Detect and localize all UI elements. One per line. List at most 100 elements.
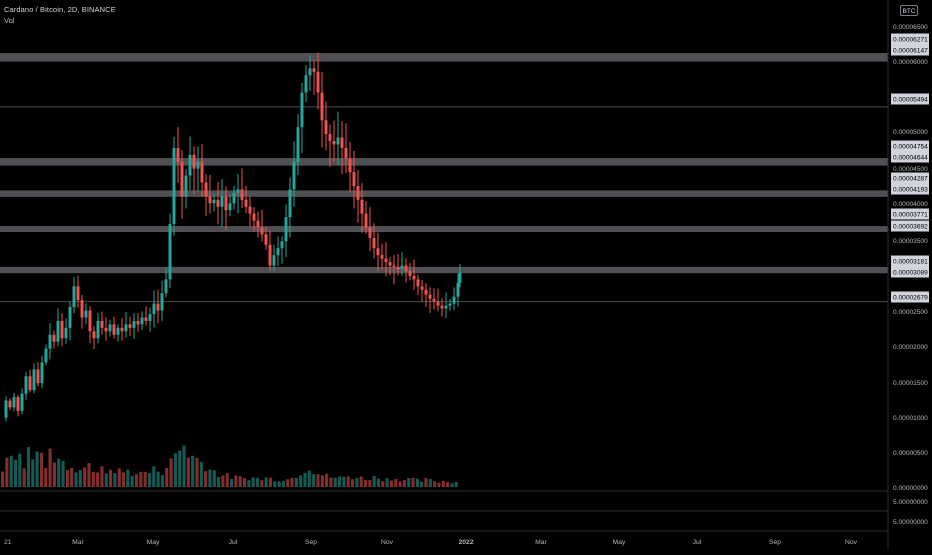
candle-body — [428, 294, 432, 299]
time-axis-label: May — [613, 539, 626, 546]
time-axis-label: 2022 — [458, 539, 473, 546]
volume-bar — [372, 475, 376, 487]
volume-bar — [363, 480, 368, 487]
candle-body — [140, 317, 144, 325]
volume-bar — [433, 481, 437, 487]
candle-body — [328, 134, 332, 141]
volume-bar — [342, 476, 346, 487]
candle-body — [228, 203, 232, 211]
volume-bar — [277, 481, 281, 487]
volume-bar — [147, 473, 152, 487]
volume-bar — [217, 477, 221, 487]
candle-body — [276, 248, 280, 256]
volume-bar — [91, 471, 95, 487]
candle-body — [8, 400, 12, 408]
volume-bar — [420, 481, 424, 487]
volume-bar — [394, 478, 398, 487]
volume-bar — [247, 480, 251, 487]
volume-bar — [307, 470, 311, 487]
time-axis-label: Jul — [229, 539, 238, 546]
candle-body — [416, 279, 420, 287]
candles — [4, 52, 462, 422]
candle-body — [458, 272, 462, 283]
level-label-bg — [891, 44, 929, 56]
candle-body — [208, 196, 212, 204]
time-axis-label: May — [147, 539, 160, 546]
volume-bar — [48, 448, 52, 487]
candle-body — [436, 301, 440, 306]
volume-bar — [121, 472, 126, 487]
candle-body — [92, 331, 96, 339]
candle-body — [456, 282, 460, 297]
price-axis-label: 0.00001000 — [893, 415, 928, 422]
candle-body — [164, 279, 168, 294]
volume-bar — [389, 480, 393, 487]
level-label: 0.00003692 — [893, 224, 928, 231]
volume-bar — [264, 477, 268, 487]
price-axis-label: 0.00005000 — [893, 129, 928, 136]
candle-body — [212, 199, 216, 204]
volume-bar — [130, 475, 134, 487]
volume-bar — [350, 479, 355, 487]
candle-body — [16, 397, 20, 411]
volume-bar — [381, 481, 385, 487]
volume-bar — [26, 447, 31, 487]
price-axis-label: 0.00002500 — [893, 309, 928, 316]
level-label-bg — [891, 151, 929, 163]
pane-separators — [0, 0, 889, 550]
volume-bar — [156, 471, 160, 487]
volume-bar — [18, 453, 22, 487]
candle-body — [296, 127, 300, 162]
volume-bar — [165, 467, 169, 487]
price-axis[interactable]: 0.00006500 0.00006000 0.00005000 0.00004500… — [891, 24, 929, 526]
level-label: 0.00004287 — [893, 176, 928, 183]
level-label-bg — [891, 266, 929, 278]
level-label: 0.00006271 — [893, 37, 928, 44]
volume-bar — [446, 482, 450, 487]
candle-body — [364, 213, 368, 228]
symbol-title[interactable]: Cardano / Bitcoin, 2D, BINANCE — [4, 5, 116, 14]
volume-bar — [1, 471, 5, 487]
time-axis[interactable]: 21 Mar May Jul Sep Nov 2022 Mar May Jul Sep Nov — [4, 539, 858, 546]
volume-bar — [281, 480, 285, 487]
candle-body — [180, 161, 184, 197]
volume-bar — [22, 468, 26, 487]
candle-body — [388, 262, 392, 266]
candle-body — [24, 376, 28, 394]
volume-bar — [359, 476, 363, 487]
volume-bar — [70, 468, 74, 487]
candle-body — [252, 213, 256, 221]
pane-axis-label: 5.00000000 — [893, 499, 928, 506]
price-axis-label: 0.00001500 — [893, 380, 928, 387]
candle-body — [176, 147, 180, 162]
candle-body — [444, 305, 448, 309]
currency-badge[interactable]: BTC — [900, 5, 918, 16]
candle-body — [248, 206, 252, 214]
candle-body — [344, 147, 348, 159]
volume-bar — [286, 479, 290, 487]
candle-body — [356, 185, 360, 200]
volume-bar — [290, 477, 294, 487]
price-axis-label: 0.00006500 — [893, 24, 928, 31]
volume-bar — [104, 473, 108, 487]
price-axis-label: 0.00002000 — [893, 344, 928, 351]
volume-bar — [424, 478, 428, 487]
candle-body — [260, 227, 264, 235]
candle-body — [448, 303, 452, 306]
candle-body — [216, 199, 220, 207]
candle-body — [80, 300, 84, 318]
candle-body — [272, 255, 276, 266]
candle-body — [200, 161, 204, 183]
volume-bar — [437, 482, 441, 487]
candle-body — [100, 320, 104, 328]
time-axis-label: 21 — [4, 539, 12, 546]
candle-body — [348, 158, 352, 173]
candle-body — [332, 141, 336, 145]
volume-bar — [199, 461, 203, 487]
time-axis-label: Sep — [769, 539, 781, 546]
level-label: 0.00005494 — [893, 97, 928, 104]
candle-body — [136, 320, 140, 325]
volume-indicator-label[interactable]: Vol — [4, 16, 15, 25]
